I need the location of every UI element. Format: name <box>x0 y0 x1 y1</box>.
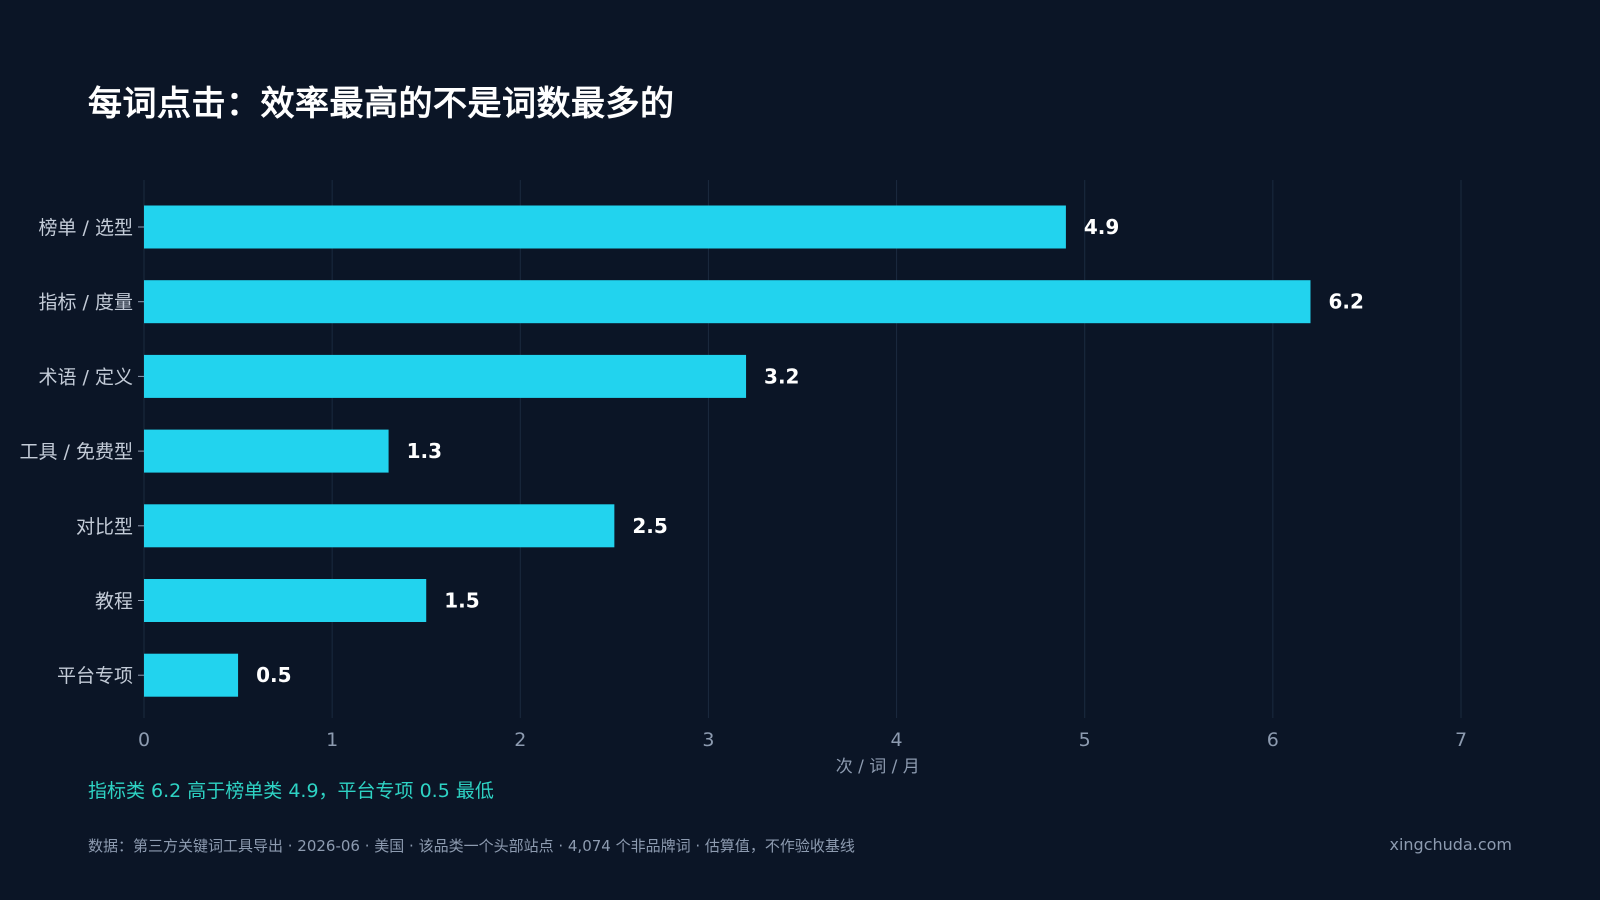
bar-3 <box>144 429 389 473</box>
y-category-label-3: 工具 / 免费型 <box>20 441 133 463</box>
brand-link[interactable]: xingchuda.com <box>1389 835 1512 854</box>
x-tick-label-6: 6 <box>1267 729 1279 751</box>
bar-2 <box>144 354 747 398</box>
y-category-label-0: 榜单 / 选型 <box>39 217 133 239</box>
x-tick-label-0: 0 <box>138 729 150 751</box>
y-category-label-5: 教程 <box>95 591 133 613</box>
data-source-note: 数据：第三方关键词工具导出 · 2026-06 · 美国 · 该品类一个头部站点… <box>88 837 855 855</box>
data-label-5: 1.5 <box>444 589 479 613</box>
data-label-4: 2.5 <box>632 514 667 538</box>
bar-5 <box>144 579 427 622</box>
chart-title: 每词点击：效率最高的不是词数最多的 <box>88 84 675 124</box>
x-tick-label-3: 3 <box>702 729 714 751</box>
x-tick-label-7: 7 <box>1455 729 1467 751</box>
data-label-6: 0.5 <box>256 663 291 687</box>
x-tick-label-1: 1 <box>326 729 338 751</box>
data-label-0: 4.9 <box>1084 215 1119 239</box>
insight-text: 指标类 6.2 高于榜单类 4.9，平台专项 0.5 最低 <box>88 780 494 802</box>
x-tick-label-2: 2 <box>514 729 526 751</box>
bar-6 <box>144 653 239 697</box>
data-label-2: 3.2 <box>764 364 799 388</box>
x-tick-label-4: 4 <box>891 729 903 751</box>
data-label-3: 1.3 <box>407 439 442 463</box>
bar-1 <box>144 280 1311 324</box>
data-label-1: 6.2 <box>1328 290 1363 314</box>
x-axis-label: 次 / 词 / 月 <box>836 757 920 777</box>
x-tick-label-5: 5 <box>1079 729 1091 751</box>
y-category-label-1: 指标 / 度量 <box>39 292 133 314</box>
bar-0 <box>144 205 1066 249</box>
bar-4 <box>144 504 615 548</box>
y-category-label-4: 对比型 <box>76 516 133 538</box>
y-category-label-6: 平台专项 <box>57 665 133 687</box>
y-category-label-2: 术语 / 定义 <box>39 366 133 388</box>
